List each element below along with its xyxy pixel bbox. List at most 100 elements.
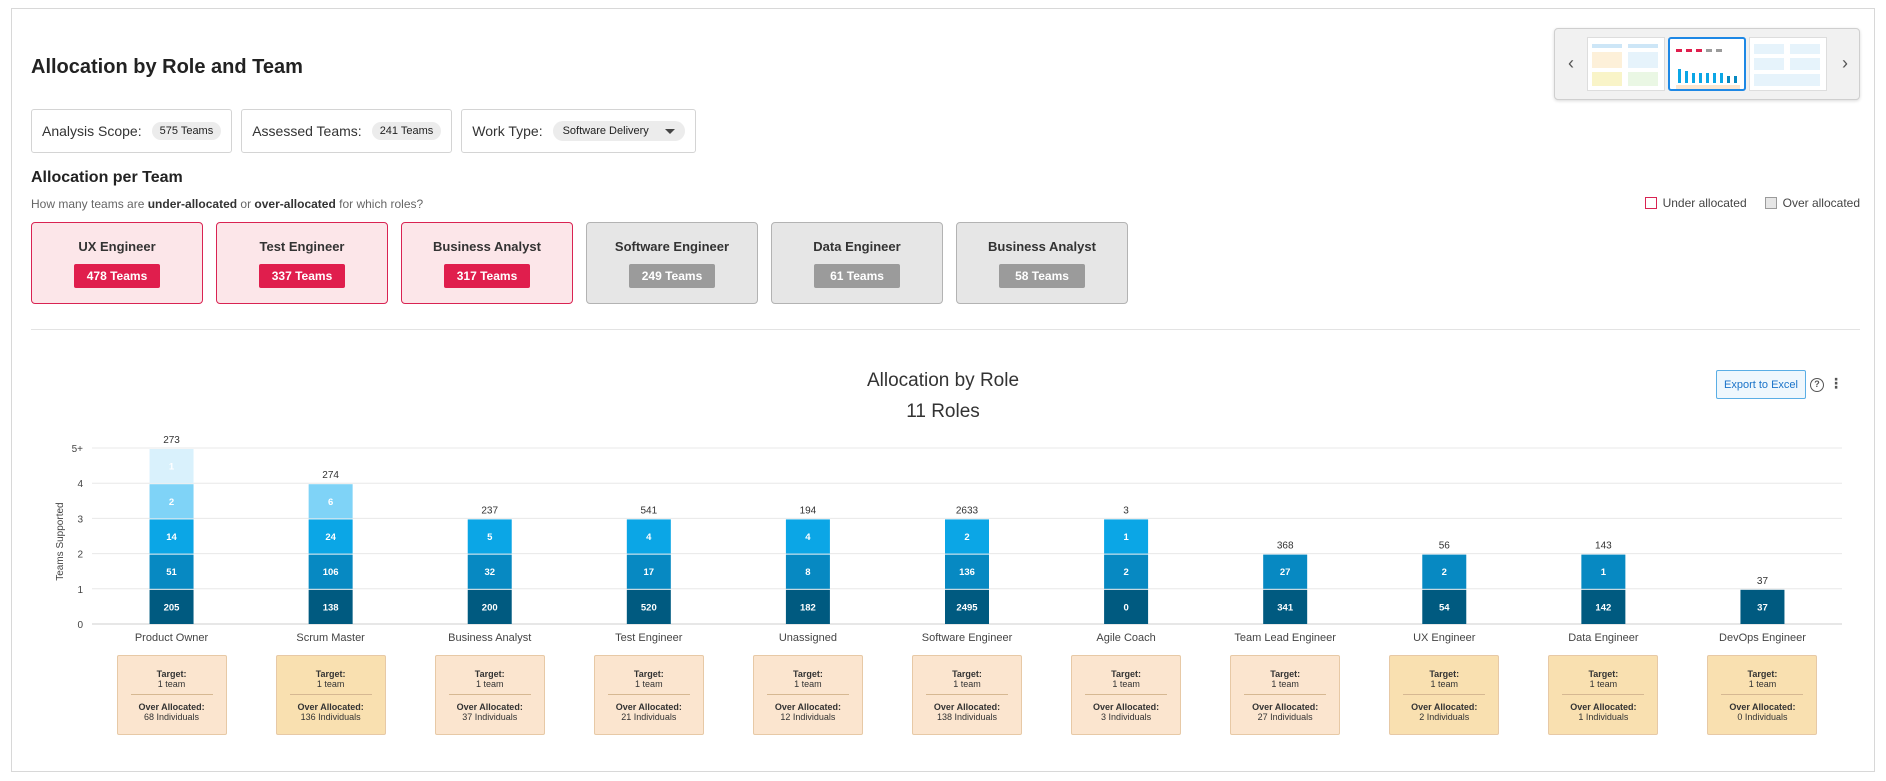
bar-segment xyxy=(149,554,194,589)
over-allocated-value: 12 Individuals xyxy=(780,712,836,722)
bar-segment xyxy=(945,519,989,554)
target-card: Target: 1 team Over Allocated: 21 Individua… xyxy=(593,655,704,735)
bar-segment xyxy=(1263,589,1308,624)
page-title: Allocation by Role and Team xyxy=(31,56,303,78)
y-tick-label: 0 xyxy=(77,620,83,631)
x-category-label: Business Analyst xyxy=(448,632,531,644)
role-card[interactable]: Software Engineer 249 Teams xyxy=(586,222,758,304)
bar-segment-label: 341 xyxy=(1277,602,1294,613)
bar-total-label: 194 xyxy=(800,505,817,516)
role-card[interactable]: UX Engineer 478 Teams xyxy=(31,222,203,304)
bar-segment-label: 17 xyxy=(644,567,655,578)
over-allocated-label: Over Allocated: xyxy=(1252,702,1319,712)
bar-segment-label: 51 xyxy=(166,567,177,578)
bar-segment xyxy=(467,589,512,624)
target-value: 1 team xyxy=(1748,679,1777,689)
over-allocated-label: Over Allocated: xyxy=(456,702,523,712)
subtitle-under: under-allocated xyxy=(147,197,238,211)
target-value: 1 team xyxy=(1589,679,1618,689)
under-swatch xyxy=(1644,197,1657,209)
bar-segment-label: 142 xyxy=(1595,602,1611,613)
role-cards: UX Engineer 478 Teams Test Engineer 337 … xyxy=(31,222,1128,304)
target-separator xyxy=(1244,694,1327,695)
x-category-label: Product Owner xyxy=(135,632,209,644)
bar-segment-label: 106 xyxy=(323,567,339,578)
target-label: Target: xyxy=(1270,669,1301,679)
bar-segment xyxy=(308,519,353,554)
chevron-right-icon[interactable]: › xyxy=(1842,53,1848,73)
over-allocated-label: Over Allocated: xyxy=(297,702,364,712)
work-type-value: Software Delivery xyxy=(562,125,649,137)
target-cards: Target: 1 team Over Allocated: 68 Individua… xyxy=(0,655,1886,737)
target-card: Target: 1 team Over Allocated: 2 Individual… xyxy=(1389,655,1500,735)
bar-segment-label: 37 xyxy=(1757,602,1768,613)
bar-segment xyxy=(626,554,671,589)
bar-segment xyxy=(149,449,194,484)
allocation-legend: Under allocated Over allocated xyxy=(1644,196,1860,210)
assessed-teams-filter[interactable]: Assessed Teams: 241 Teams xyxy=(241,109,453,153)
x-category-label: Team Lead Engineer xyxy=(1234,632,1336,644)
over-allocated-value: 0 Individuals xyxy=(1737,712,1788,722)
role-card-count: 249 Teams xyxy=(629,263,715,288)
thumbnail-3[interactable] xyxy=(1749,37,1827,91)
target-value: 1 team xyxy=(316,679,345,689)
over-allocated-value: 37 Individuals xyxy=(462,712,518,722)
thumbnail-2[interactable] xyxy=(1668,37,1746,91)
bar-segment xyxy=(785,554,830,589)
chevron-left-icon[interactable]: ‹ xyxy=(1568,53,1574,73)
role-card[interactable]: Data Engineer 61 Teams xyxy=(771,222,943,304)
target-card: Target: 1 team Over Allocated: 37 Individua… xyxy=(434,655,545,735)
bar-segment-label: 2 xyxy=(964,532,969,543)
bar-segment xyxy=(467,519,512,554)
bar-total-label: 274 xyxy=(322,470,339,481)
work-type-filter[interactable]: Work Type: Software Delivery xyxy=(461,109,696,153)
bar-segment xyxy=(1422,589,1467,624)
y-tick-label: 1 xyxy=(77,585,83,596)
target-separator xyxy=(1721,694,1804,695)
target-card: Target: 1 team Over Allocated: 138 Individu… xyxy=(912,655,1022,735)
bar-segment-label: 2 xyxy=(1442,567,1447,578)
question-circle-icon[interactable]: ? xyxy=(1810,378,1824,392)
target-value: 1 team xyxy=(157,679,186,689)
export-to-excel-button[interactable]: Export to Excel xyxy=(1716,370,1806,399)
bar-segment-label: 32 xyxy=(484,567,495,578)
analysis-scope-value: 575 Teams xyxy=(151,122,222,140)
over-allocated-value: 27 Individuals xyxy=(1257,712,1313,722)
over-allocated-value: 1 Individuals xyxy=(1578,712,1629,722)
allocation-section-subtitle: How many teams are under-allocated or ov… xyxy=(31,197,423,211)
subtitle-prefix: How many teams are xyxy=(31,197,148,211)
role-card-name: UX Engineer xyxy=(78,238,156,254)
bar-segment xyxy=(1581,589,1626,624)
over-allocated-value: 21 Individuals xyxy=(621,712,677,722)
bar-segment xyxy=(149,589,194,624)
target-separator xyxy=(448,694,531,695)
target-label: Target: xyxy=(1747,669,1778,679)
legend-over-label: Over allocated xyxy=(1782,196,1860,210)
role-card-count: 337 Teams xyxy=(259,263,345,288)
role-card[interactable]: Business Analyst 58 Teams xyxy=(956,222,1128,304)
x-category-label: DevOps Engineer xyxy=(1719,632,1806,644)
legend-over: Over allocated xyxy=(1764,196,1860,210)
target-card: Target: 1 team Over Allocated: 1 Individual… xyxy=(1548,655,1659,735)
bar-total-label: 143 xyxy=(1595,541,1612,552)
bar-total-label: 37 xyxy=(1757,576,1769,587)
target-separator xyxy=(130,694,213,695)
role-card[interactable]: Test Engineer 337 Teams xyxy=(216,222,388,304)
target-value: 1 team xyxy=(1112,679,1140,689)
role-card[interactable]: Business Analyst 317 Teams xyxy=(401,222,573,304)
work-type-select[interactable]: Software Delivery xyxy=(552,121,685,141)
x-category-label: Data Engineer xyxy=(1568,632,1639,644)
target-label: Target: xyxy=(1429,669,1460,679)
target-separator xyxy=(766,694,849,695)
over-allocated-value: 3 Individuals xyxy=(1101,712,1152,722)
bar-segment xyxy=(149,484,194,519)
x-category-label: Scrum Master xyxy=(296,632,365,644)
bar-segment xyxy=(1104,589,1149,624)
thumbnail-1[interactable] xyxy=(1587,37,1665,91)
analysis-scope-filter[interactable]: Analysis Scope: 575 Teams xyxy=(31,109,233,153)
x-category-label: Test Engineer xyxy=(615,632,683,644)
bar-segment-label: 0 xyxy=(1123,602,1128,613)
over-allocated-label: Over Allocated: xyxy=(138,702,205,712)
bar-segment xyxy=(308,484,353,519)
kebab-menu-icon[interactable]: ⋮ xyxy=(1829,375,1843,391)
